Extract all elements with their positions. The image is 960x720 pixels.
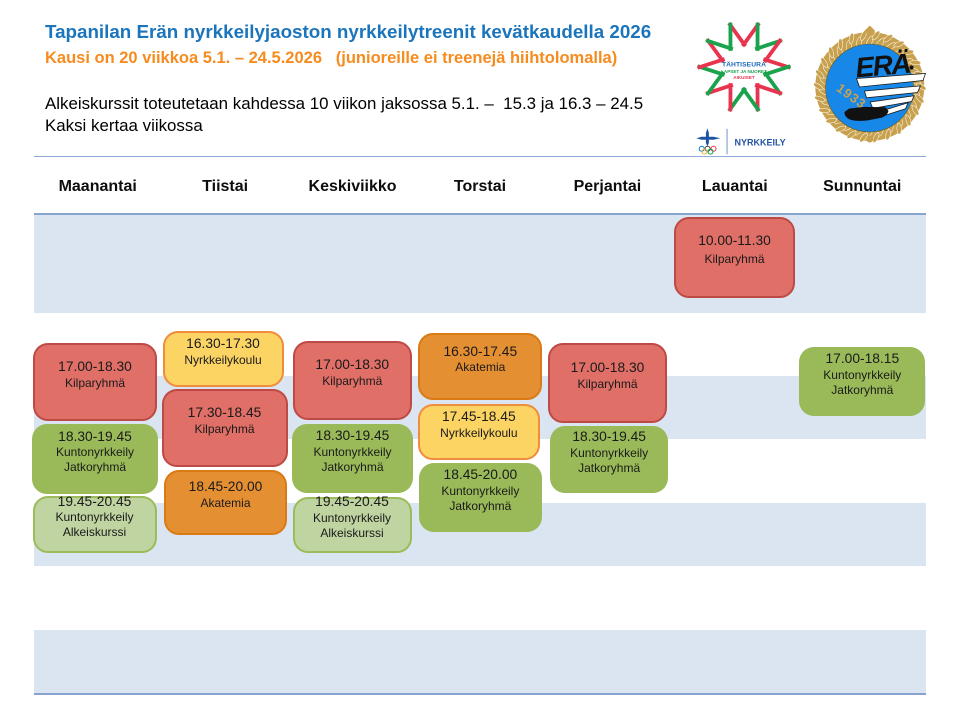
svg-text:LAPSET JA NUORET: LAPSET JA NUORET: [721, 69, 767, 74]
svg-text:AIKUISET: AIKUISET: [733, 75, 755, 80]
svg-text:NYRKKEILY: NYRKKEILY: [735, 138, 786, 148]
svg-text:TÄHTISEURA: TÄHTISEURA: [722, 60, 766, 68]
